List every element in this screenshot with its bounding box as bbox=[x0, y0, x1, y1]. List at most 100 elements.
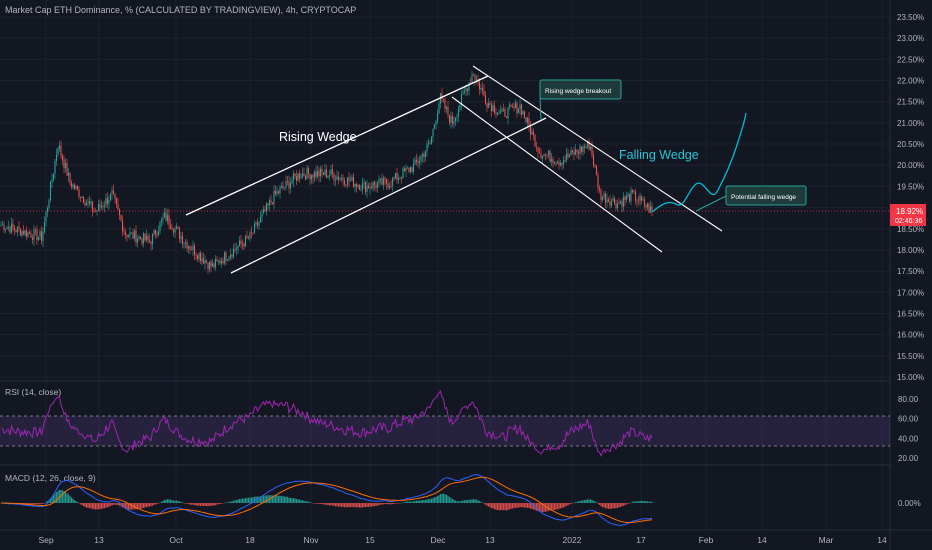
candle-body bbox=[285, 181, 287, 188]
candle-body bbox=[30, 233, 32, 238]
candle-body bbox=[490, 104, 493, 112]
candle-body bbox=[39, 231, 41, 237]
candle-body bbox=[246, 236, 248, 238]
macd-histogram-bar bbox=[552, 503, 554, 511]
candle-body bbox=[495, 112, 497, 115]
macd-histogram-bar bbox=[532, 503, 535, 510]
macd-histogram-bar bbox=[576, 501, 578, 503]
macd-histogram-bar bbox=[144, 503, 146, 508]
candle-body bbox=[364, 181, 367, 192]
macd-histogram bbox=[0, 489, 653, 513]
candle-body bbox=[507, 107, 509, 119]
signal-line bbox=[1, 476, 653, 524]
macd-histogram-bar bbox=[76, 501, 79, 503]
macd-histogram-bar bbox=[577, 501, 580, 503]
macd-histogram-bar bbox=[396, 503, 398, 504]
macd-histogram-bar bbox=[495, 503, 497, 510]
candle-body bbox=[259, 217, 262, 223]
macd-histogram-bar bbox=[630, 502, 632, 504]
candle-body bbox=[79, 197, 82, 198]
candle-body bbox=[145, 235, 148, 241]
candle-body bbox=[49, 181, 52, 201]
macd-histogram-bar bbox=[166, 499, 169, 503]
macd-histogram-bar bbox=[309, 502, 311, 503]
macd-histogram-bar bbox=[573, 502, 575, 504]
macd-histogram-bar bbox=[223, 502, 226, 504]
macd-histogram-bar bbox=[265, 495, 268, 503]
macd-histogram-bar bbox=[226, 502, 229, 503]
macd-histogram-bar bbox=[579, 500, 581, 503]
candle-body bbox=[217, 260, 220, 261]
candle-body bbox=[172, 229, 175, 233]
candle-body bbox=[324, 169, 326, 175]
macd-histogram-bar bbox=[39, 503, 41, 504]
candle-body bbox=[157, 231, 160, 236]
candle-body bbox=[340, 177, 343, 179]
candle-body bbox=[292, 173, 295, 181]
candle-body bbox=[178, 228, 181, 239]
macd-histogram-bar bbox=[447, 495, 449, 503]
macd-histogram-bar bbox=[585, 499, 587, 503]
candle-body bbox=[114, 193, 116, 199]
macd-histogram-bar bbox=[87, 503, 89, 508]
candle-body bbox=[300, 177, 302, 179]
macd-histogram-bar bbox=[199, 503, 202, 506]
candle-body bbox=[322, 172, 325, 175]
macd-histogram-bar bbox=[246, 497, 248, 503]
macd-histogram-bar bbox=[271, 495, 274, 503]
macd-histogram-bar bbox=[423, 500, 425, 503]
macd-histogram-bar bbox=[90, 503, 92, 509]
macd-histogram-bar bbox=[394, 503, 397, 504]
candle-body bbox=[28, 232, 31, 234]
projection-curve bbox=[651, 112, 747, 213]
macd-histogram-bar bbox=[330, 503, 332, 506]
candle-body bbox=[526, 118, 529, 123]
candle-body bbox=[613, 198, 616, 204]
macd-histogram-bar bbox=[61, 490, 64, 503]
candle-body bbox=[135, 230, 137, 243]
candle-body bbox=[418, 160, 421, 163]
macd-histogram-bar bbox=[306, 501, 308, 503]
candle-body bbox=[198, 253, 200, 260]
candle-body bbox=[42, 232, 44, 241]
macd-histogram-bar bbox=[586, 499, 589, 503]
candle-body bbox=[402, 168, 404, 179]
candle-body bbox=[429, 143, 431, 144]
macd-histogram-bar bbox=[352, 503, 355, 508]
macd-histogram-bar bbox=[400, 502, 403, 504]
macd-histogram-bar bbox=[72, 498, 74, 503]
candle-body bbox=[535, 146, 538, 148]
candle-body bbox=[565, 153, 568, 161]
macd-histogram-bar bbox=[621, 503, 623, 507]
macd-histogram-bar bbox=[424, 499, 427, 503]
candle-body bbox=[444, 99, 446, 109]
rsi-tick-label: 80.00 bbox=[898, 395, 919, 404]
macd-histogram-bar bbox=[496, 503, 499, 511]
candle-body bbox=[100, 206, 103, 208]
candle-body bbox=[136, 238, 139, 243]
candle-body bbox=[543, 154, 545, 157]
macd-histogram-bar bbox=[619, 503, 622, 507]
candle-body bbox=[183, 242, 185, 244]
candle-body bbox=[591, 146, 593, 156]
macd-histogram-bar bbox=[250, 497, 253, 503]
candle-body bbox=[280, 186, 283, 188]
candle-body bbox=[54, 160, 56, 174]
macd-histogram-bar bbox=[481, 502, 484, 503]
macd-histogram-bar bbox=[195, 503, 197, 506]
macd-histogram-bar bbox=[297, 499, 299, 503]
candle-body bbox=[313, 171, 316, 178]
price-tick-label: 20.50% bbox=[897, 140, 924, 149]
macd-histogram-bar bbox=[211, 503, 214, 506]
candle-body bbox=[537, 147, 539, 153]
macd-histogram-bar bbox=[159, 502, 161, 504]
macd-histogram-bar bbox=[421, 500, 424, 503]
candle-body bbox=[589, 146, 592, 150]
rising-wedge-lower-line bbox=[230, 117, 547, 274]
macd-histogram-bar bbox=[427, 499, 430, 503]
macd-histogram-bar bbox=[157, 503, 160, 504]
candle-body bbox=[144, 233, 146, 241]
candle-body bbox=[531, 131, 533, 135]
macd-histogram-bar bbox=[351, 503, 353, 507]
